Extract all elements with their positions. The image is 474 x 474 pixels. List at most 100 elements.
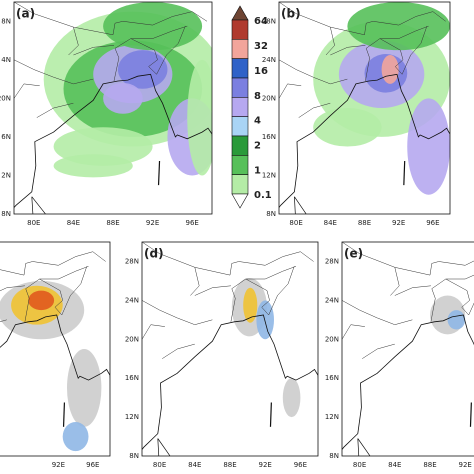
lat-label: 16N [125, 374, 139, 382]
lon-label: 92E [392, 219, 405, 227]
rain-area [256, 300, 275, 340]
border [162, 343, 195, 359]
border [268, 266, 295, 316]
border [14, 2, 208, 36]
panel-frame [341, 241, 474, 457]
border [330, 45, 366, 56]
border [14, 83, 40, 99]
border [325, 27, 335, 56]
lat-label: 28N [262, 17, 276, 25]
colorbar-segment [231, 19, 249, 40]
lat-label: 6N [1, 133, 11, 141]
rain-area [103, 2, 203, 51]
map-panel: (b) 28N 24N 20N 16N 12N 8N 80E 84E 88E 92E 96E [262, 1, 451, 227]
lon-label: 88E [358, 219, 371, 227]
lon-label: 84E [188, 461, 201, 469]
lat-label: 12N [262, 171, 276, 179]
map-panel: (d) 28N 24N 20N 16N 12N 8N 80E 84E 88E 92E 96E [125, 241, 319, 469]
colorbar-segment [231, 135, 249, 156]
border [362, 343, 395, 359]
lat-label: 20N [262, 94, 276, 102]
map-panel: (a) 8N 4N 20N 6N 2N 8N 80E 84E 88E 92E 96E [0, 1, 213, 227]
border [61, 266, 88, 316]
lon-label: 96E [426, 219, 439, 227]
colorbar-label: 0.1 [254, 190, 272, 201]
border [279, 83, 302, 99]
lat-label: 8N [129, 452, 139, 460]
border [73, 45, 115, 56]
colorbar-segment [231, 174, 249, 195]
border [342, 324, 365, 340]
colorbar-segment [231, 77, 249, 98]
border [245, 266, 297, 280]
lon-label: 84E [324, 219, 337, 227]
rain-area [407, 98, 450, 195]
border [113, 38, 158, 82]
lon-label: 84E [388, 461, 401, 469]
colorbar-bottom [231, 193, 249, 209]
rain-area [243, 287, 258, 323]
coastline [142, 314, 318, 451]
colorbar: 64 32 16 8 4 2 1 0.1 [231, 5, 272, 209]
lat-label: 20N [125, 335, 139, 343]
colorbar-segment [231, 39, 249, 59]
colorbar-label: 16 [254, 66, 268, 77]
border [130, 25, 188, 39]
lon-label: 84E [67, 219, 80, 227]
border [342, 242, 474, 276]
lon-label: 96E [86, 461, 99, 469]
border [190, 267, 200, 296]
andaman [269, 402, 272, 427]
lon-label: 80E [27, 219, 40, 227]
colorbar-label: 4 [254, 116, 261, 127]
border [230, 278, 270, 322]
andaman [62, 402, 66, 427]
map-content [0, 251, 110, 452]
colorbar-label: 2 [254, 141, 261, 152]
border [394, 285, 431, 296]
map-panel: (e) 28N 24N 20N 16N 12N 8N 80E 84E 88E 92E [325, 241, 474, 469]
sri-lanka [357, 438, 371, 456]
rain-area [53, 154, 133, 178]
rain-area [282, 378, 301, 418]
andaman [403, 160, 406, 186]
lon-label: 96E [186, 219, 199, 227]
lat-label: 8N [266, 210, 276, 218]
border [194, 285, 231, 296]
lat-label: 2N [1, 171, 11, 179]
rain-area [313, 108, 382, 147]
border [342, 300, 413, 325]
map-content [14, 2, 212, 214]
colorbar-label: 32 [254, 41, 268, 52]
border [401, 26, 428, 75]
colorbar-segment [231, 97, 249, 117]
border [142, 300, 213, 325]
coastline [279, 73, 450, 209]
border [0, 285, 25, 292]
lat-label: 16N [262, 133, 276, 141]
sri-lanka [157, 438, 171, 456]
lon-label: 92E [459, 461, 472, 469]
lon-label: 92E [259, 461, 272, 469]
lat-label: 12N [125, 413, 139, 421]
border [298, 102, 331, 118]
panel-label: (e) [344, 247, 363, 261]
colorbar-label: 1 [254, 165, 261, 176]
lon-label: 96E [294, 461, 307, 469]
lat-label: 8N [329, 452, 339, 460]
lon-label: 88E [106, 219, 119, 227]
panel-frame [141, 241, 319, 457]
colorbar-label: 64 [254, 16, 268, 27]
lat-label: 24N [325, 296, 339, 304]
lat-label: 16N [325, 374, 339, 382]
rain-area [103, 82, 143, 114]
map-content [342, 242, 474, 456]
coastline [342, 314, 474, 451]
border [156, 26, 186, 75]
rain-area [187, 59, 212, 176]
border [365, 38, 404, 82]
border [390, 267, 400, 296]
rain-area [67, 349, 102, 427]
